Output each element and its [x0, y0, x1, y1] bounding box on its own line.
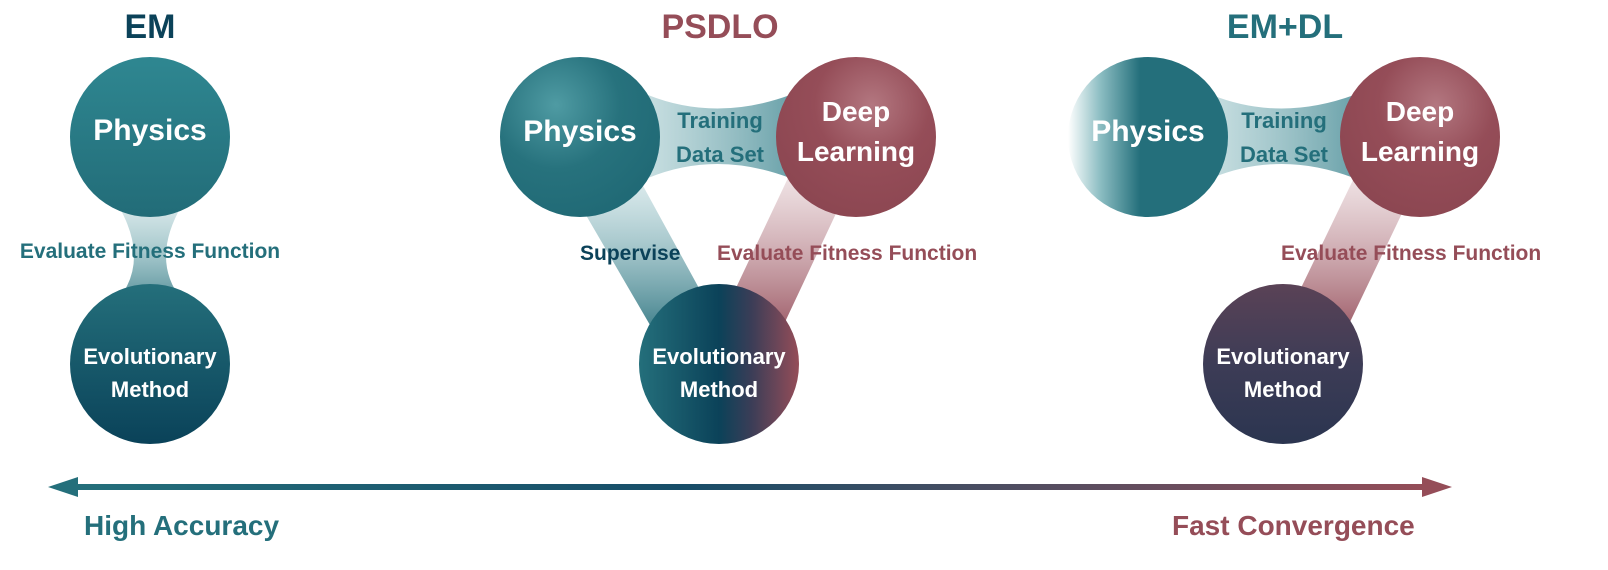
- em-physics-label: Physics: [93, 114, 207, 147]
- psdlo-physics-node: [500, 57, 660, 217]
- psdlo-evolutionary-node: [639, 284, 799, 444]
- psdlo-panel: [500, 57, 936, 444]
- psdlo-deep-learning-node: [776, 57, 936, 217]
- left-arrowhead: [48, 477, 78, 497]
- psdlo-training-label-line2: Data Set: [675, 142, 765, 167]
- em-evolutionary-node: [70, 284, 230, 444]
- tradeoff-axis: [48, 477, 1452, 497]
- em-evaluate-connector: [118, 205, 182, 300]
- emdl-evo-label-line1: Evolutionary: [1216, 344, 1350, 369]
- psdlo-supervise-label: Supervise: [580, 242, 681, 265]
- emdl-training-connector: [1212, 95, 1354, 178]
- psdlo-title: PSDLO: [661, 8, 779, 46]
- right-arrowhead: [1422, 477, 1452, 497]
- emdl-physics-label: Physics: [1091, 115, 1205, 148]
- psdlo-evaluate-connector: [735, 178, 840, 322]
- emdl-training-label-line2: Data Set: [1239, 142, 1329, 167]
- psdlo-evo-label-line1: Evolutionary: [652, 344, 786, 369]
- emdl-panel: [1068, 57, 1500, 444]
- psdlo-deep-label-line1: Deep: [821, 96, 891, 127]
- psdlo-training-connector: [648, 95, 790, 178]
- emdl-training-label-line1: Training: [1241, 108, 1327, 133]
- emdl-evo-label-line2: Method: [1243, 377, 1323, 402]
- em-panel: [70, 57, 230, 444]
- emdl-deep-learning-node: [1340, 57, 1500, 217]
- em-evo-label-line1: Evolutionary: [83, 344, 217, 369]
- emdl-deep-label-line1: Deep: [1385, 96, 1455, 127]
- high-accuracy-label: High Accuracy: [84, 510, 280, 541]
- emdl-deep-label-line2: Learning: [1360, 136, 1480, 167]
- psdlo-deep-label-line2: Learning: [796, 136, 916, 167]
- em-evaluate-label: Evaluate Fitness Function: [19, 240, 281, 263]
- emdl-evaluate-connector: [1300, 178, 1406, 322]
- psdlo-evaluate-label: Evaluate Fitness Function: [717, 242, 978, 265]
- psdlo-supervise-connector: [583, 184, 700, 325]
- psdlo-evo-label-line2: Method: [679, 377, 759, 402]
- em-physics-node: [70, 57, 230, 217]
- psdlo-physics-label: Physics: [523, 115, 637, 148]
- fast-convergence-label: Fast Convergence: [1172, 510, 1415, 541]
- emdl-title: EM+DL: [1226, 8, 1344, 46]
- em-evo-label-line2: Method: [110, 377, 190, 402]
- em-title: EM: [124, 8, 176, 46]
- emdl-evolutionary-node: [1203, 284, 1363, 444]
- emdl-evaluate-label: Evaluate Fitness Function: [1281, 242, 1542, 265]
- emdl-physics-node: [1068, 57, 1228, 217]
- psdlo-training-label-line1: Training: [677, 108, 763, 133]
